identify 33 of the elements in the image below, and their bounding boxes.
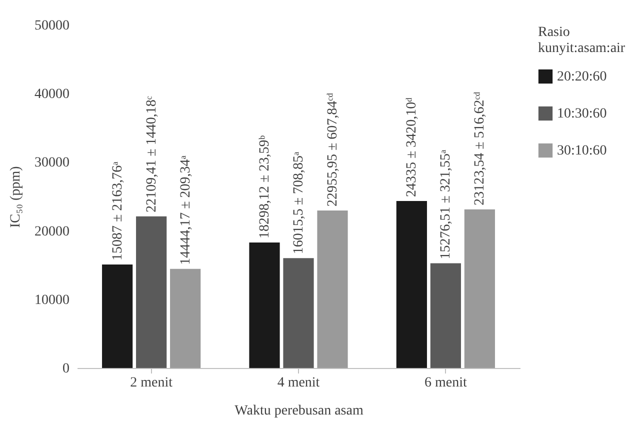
data-label: 16015,5 ± 708,85ᵃ xyxy=(292,151,306,254)
y-tick-label: 20000 xyxy=(34,224,70,240)
legend-title: Rasio kunyit:asam:air xyxy=(538,25,626,56)
data-label: 14444,17 ± 209,34ᵃ xyxy=(178,155,194,265)
y-tick-label: 10000 xyxy=(34,292,70,308)
data-label: 15276,51 ± 321,55ᵃ xyxy=(438,150,454,260)
y-tick-label: 40000 xyxy=(34,87,70,102)
bar xyxy=(249,242,280,368)
data-label: 22109,41 ± 1440,18ᶜ xyxy=(144,96,160,212)
data-label: 15087 ± 2163,76ᵃ xyxy=(110,161,126,261)
legend-label: 20:20:60 xyxy=(557,70,607,84)
y-tick-label: 30000 xyxy=(34,156,70,171)
x-tick-label: 6 menit xyxy=(424,376,467,390)
bar xyxy=(170,268,201,368)
data-label: 24335 ± 3420,10ᵈ xyxy=(404,96,420,198)
bar xyxy=(102,264,133,368)
x-axis-title: Waktu perebusan asam xyxy=(234,404,364,418)
data-label: 23123,54 ± 516,62ᶜᵈ xyxy=(472,91,488,206)
y-tick-label: 0 xyxy=(62,362,70,376)
bar xyxy=(464,209,495,368)
bar xyxy=(396,201,427,368)
y-tick-label: 50000 xyxy=(34,18,70,34)
legend-label: 10:30:60 xyxy=(557,106,607,122)
data-label: 18298,12 ± 23,59ᵇ xyxy=(257,134,272,238)
data-label: 22955,95 ± 607,84ᶜᵈ xyxy=(326,92,341,207)
bar xyxy=(136,216,167,368)
x-tick-label: 4 menit xyxy=(277,376,320,390)
bar xyxy=(317,210,348,368)
bar xyxy=(430,263,461,368)
legend-label: 30:10:60 xyxy=(557,144,607,158)
x-tick-label: 2 menit xyxy=(130,376,173,390)
bar xyxy=(283,258,314,368)
y-axis-title: IC₅₀ (ppm) xyxy=(8,166,24,228)
